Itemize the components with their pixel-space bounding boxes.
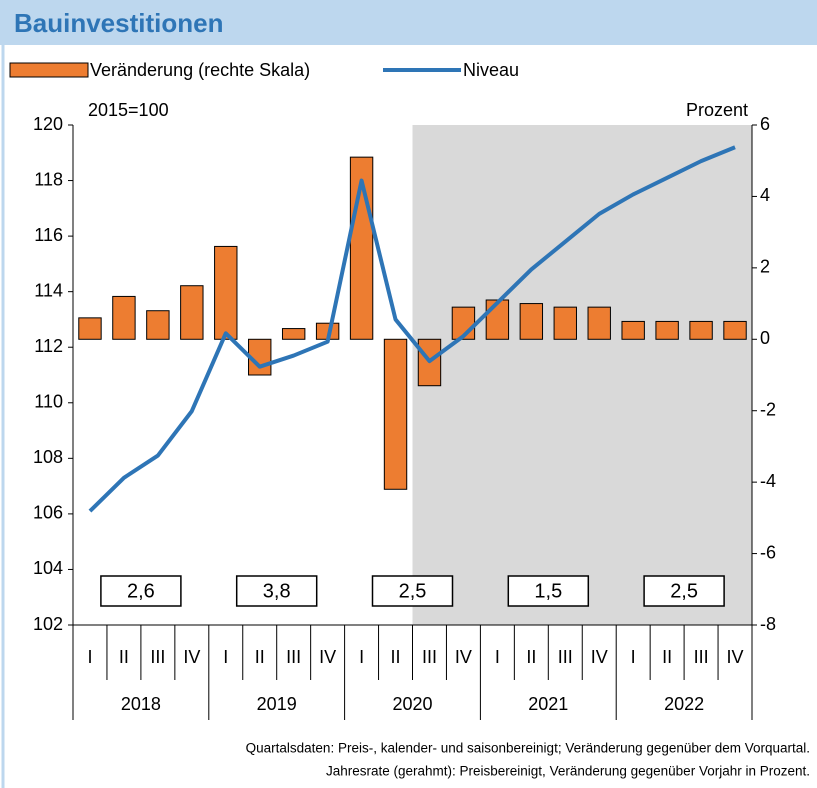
x-tick-label: IV <box>319 647 336 667</box>
bar <box>689 320 713 340</box>
bar <box>146 310 170 340</box>
y-tick-label: 104 <box>33 558 63 578</box>
legend-swatch <box>9 62 89 78</box>
year-label: 2020 <box>392 694 432 714</box>
x-tick-label: II <box>255 647 265 667</box>
footnote: Jahresrate (gerahmt): Preisbereinigt, Ve… <box>326 764 810 779</box>
y-tick-label: 106 <box>33 503 63 523</box>
bar <box>553 306 577 340</box>
x-tick-label: IV <box>591 647 608 667</box>
x-tick-label: I <box>631 647 636 667</box>
x-tick-label: III <box>422 647 437 667</box>
y-tick-label: 120 <box>33 114 63 134</box>
bar <box>281 328 306 340</box>
x-tick-label: III <box>286 647 301 667</box>
chart-title: Bauinvestitionen <box>14 8 223 38</box>
y-tick-label: 110 <box>34 392 63 412</box>
y-tick-label: 108 <box>33 447 63 467</box>
annual-rate: 2,6 <box>127 580 155 602</box>
x-tick-label: I <box>223 647 228 667</box>
y-tick-label: 116 <box>34 225 63 245</box>
annual-rate-box <box>235 575 318 607</box>
bar <box>485 299 510 340</box>
bar <box>112 295 136 340</box>
y-axis-label: 2015=100 <box>88 100 169 120</box>
x-tick-label: II <box>526 647 536 667</box>
x-tick-label: I <box>495 647 500 667</box>
x-tick-label: IV <box>455 647 472 667</box>
annual-rate: 2,5 <box>670 580 698 602</box>
y-tick-label: 102 <box>33 614 63 634</box>
x-tick-label: II <box>391 647 401 667</box>
year-label: 2019 <box>257 694 297 714</box>
y2-axis-label: Prozent <box>686 100 748 120</box>
shaded-region <box>412 125 752 625</box>
annual-rate-box <box>371 575 454 607</box>
bar <box>723 320 747 340</box>
annual-rate-box <box>643 575 725 607</box>
bar <box>214 245 238 340</box>
y2-tick-label: -6 <box>760 542 776 562</box>
x-tick-label: III <box>694 647 709 667</box>
year-label: 2022 <box>664 694 704 714</box>
bar <box>587 306 611 340</box>
bar <box>519 303 544 340</box>
y2-tick-label: 4 <box>760 185 770 205</box>
y-tick-label: 112 <box>34 336 63 356</box>
x-tick-label: III <box>150 647 165 667</box>
footnote: Quartalsdaten: Preis-, kalender- und sai… <box>246 741 810 756</box>
x-tick-label: I <box>359 647 364 667</box>
x-tick-label: III <box>558 647 573 667</box>
x-tick-label: II <box>119 647 129 667</box>
year-label: 2018 <box>121 694 161 714</box>
y-tick-label: 118 <box>34 169 63 189</box>
y-tick-label: 114 <box>34 280 63 300</box>
title-band <box>0 0 817 45</box>
bar <box>180 285 204 340</box>
annual-rate: 1,5 <box>534 580 562 602</box>
y2-tick-label: 2 <box>760 257 770 277</box>
x-tick-label: II <box>662 647 672 667</box>
y2-tick-label: -2 <box>760 399 776 419</box>
x-tick-label: I <box>87 647 92 667</box>
x-tick-label: IV <box>727 647 744 667</box>
annual-rate: 2,5 <box>399 580 427 602</box>
y2-tick-label: -4 <box>760 471 776 491</box>
legend-label: Niveau <box>463 60 519 80</box>
y2-tick-label: 0 <box>760 328 770 348</box>
line-series <box>88 145 736 513</box>
bar <box>655 320 679 340</box>
legend-label: Veränderung (rechte Skala) <box>90 60 310 80</box>
annual-rate: 3,8 <box>263 580 291 602</box>
bar <box>621 320 645 340</box>
year-label: 2021 <box>528 694 568 714</box>
x-tick-label: IV <box>183 647 200 667</box>
annual-rate-box <box>507 575 590 607</box>
bar <box>383 338 408 490</box>
y2-tick-label: -8 <box>760 614 776 634</box>
y2-tick-label: 6 <box>760 114 770 134</box>
annual-rate-box <box>100 575 182 607</box>
bar <box>78 317 102 340</box>
